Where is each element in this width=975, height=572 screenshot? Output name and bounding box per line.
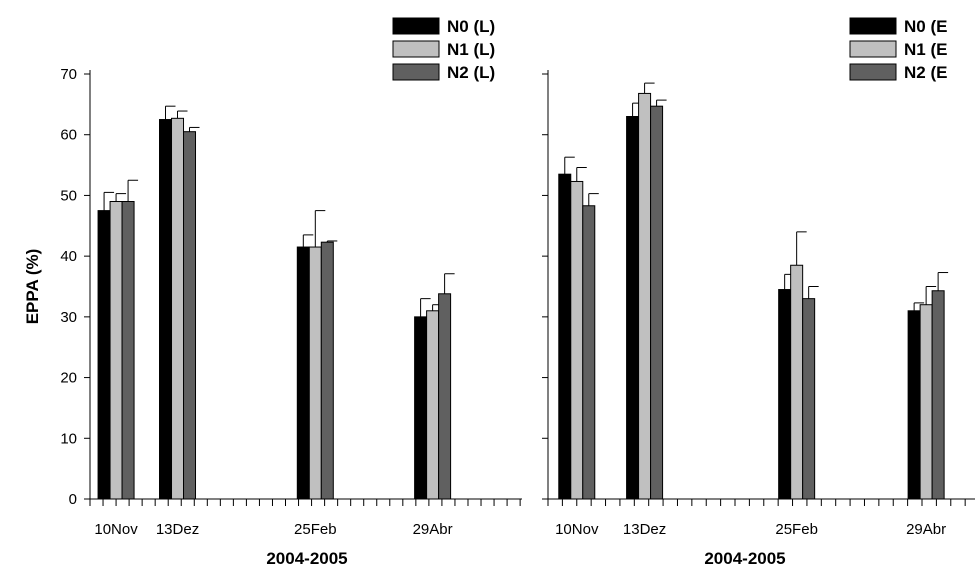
bar bbox=[426, 310, 440, 500]
x-category-label: 25Feb bbox=[775, 521, 818, 538]
y-axis-title: EPPA (%) bbox=[23, 249, 42, 325]
bar bbox=[931, 290, 945, 500]
panel-left: 0 10 20 30 40 50 60 70 10Nov 13Dez 25Feb 29Abr 2004-… bbox=[23, 17, 522, 568]
legend-label: N2 (E bbox=[904, 63, 947, 82]
legend-label: N0 (L) bbox=[447, 17, 495, 36]
legend-label: N1 (E bbox=[904, 40, 947, 59]
legend-label: N0 (E bbox=[904, 17, 947, 36]
bar bbox=[802, 298, 816, 500]
y-tick-label: 10 bbox=[60, 430, 77, 447]
bar bbox=[558, 173, 572, 500]
bar bbox=[183, 131, 197, 500]
legend-swatch bbox=[392, 17, 440, 35]
x-category-label: 25Feb bbox=[294, 521, 337, 538]
legend-label: N1 (L) bbox=[447, 40, 495, 59]
legend-swatch bbox=[849, 63, 897, 81]
y-tick-label: 20 bbox=[60, 370, 77, 387]
legend-swatch bbox=[392, 63, 440, 81]
bar bbox=[320, 241, 334, 500]
bar bbox=[570, 180, 584, 500]
bar bbox=[109, 201, 123, 500]
bar bbox=[650, 105, 664, 500]
bar bbox=[159, 119, 173, 500]
x-axis-title: 2004-2005 bbox=[704, 549, 785, 568]
bar bbox=[97, 210, 111, 500]
y-tick-label: 60 bbox=[60, 127, 77, 144]
legend-swatch bbox=[849, 40, 897, 58]
x-category-label: 29Abr bbox=[413, 521, 453, 538]
bar bbox=[171, 117, 185, 500]
bar bbox=[790, 264, 804, 500]
bar bbox=[919, 304, 933, 500]
x-category-label: 10Nov bbox=[94, 521, 138, 538]
y-tick-label: 40 bbox=[60, 248, 77, 265]
bar bbox=[778, 289, 792, 500]
bar bbox=[907, 310, 921, 500]
bar bbox=[296, 246, 310, 500]
bar bbox=[308, 246, 322, 500]
bar bbox=[438, 293, 452, 500]
x-axis-title: 2004-2005 bbox=[266, 549, 347, 568]
legend-swatch bbox=[392, 40, 440, 58]
legend-swatch bbox=[849, 17, 897, 35]
legend-label: N2 (L) bbox=[447, 63, 495, 82]
x-category-label: 10Nov bbox=[555, 521, 599, 538]
x-category-label: 13Dez bbox=[156, 521, 199, 538]
bar bbox=[414, 316, 428, 500]
panel-right: 10Nov 13Dez 25Feb 29Abr 2004-2005 N0 (E N1 (E N… bbox=[542, 17, 975, 568]
bar bbox=[638, 92, 652, 500]
y-tick-label: 50 bbox=[60, 187, 77, 204]
bar bbox=[121, 201, 135, 500]
y-tick-label: 70 bbox=[60, 66, 77, 83]
y-tick-label: 0 bbox=[69, 491, 77, 508]
bar bbox=[582, 205, 596, 500]
x-category-label: 29Abr bbox=[906, 521, 946, 538]
bar bbox=[626, 116, 640, 500]
y-tick-label: 30 bbox=[60, 309, 77, 326]
x-category-label: 13Dez bbox=[623, 521, 666, 538]
